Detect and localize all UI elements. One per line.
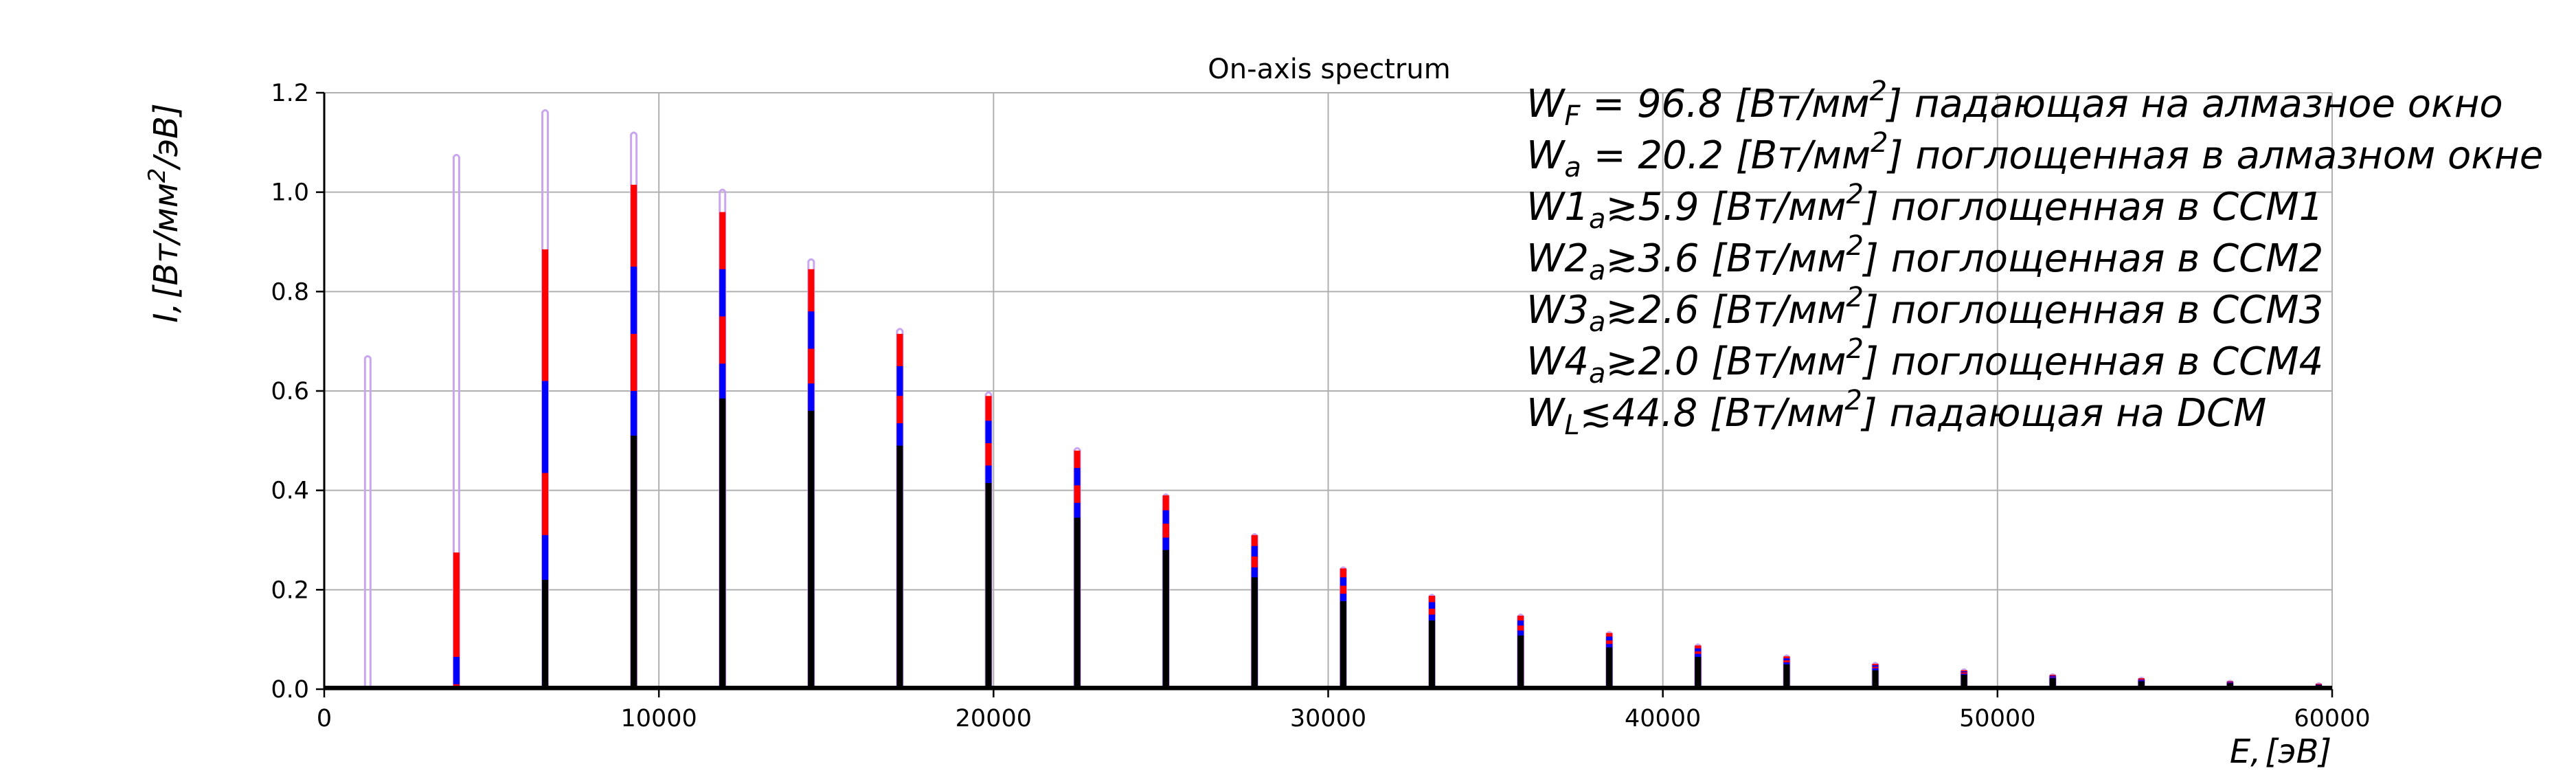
annotation-5-unit-sup: 2 (1846, 333, 1864, 365)
annotation-3-unit: [Вт/мм (1711, 236, 1846, 281)
annotation-6-subscript: L (1564, 410, 1579, 441)
annotation-5-unit-end: ] (1862, 339, 1879, 384)
annotation-1-unit: [Вт/мм (1736, 133, 1871, 178)
annotation-3-unit-end: ] (1862, 236, 1879, 281)
series-0-peak-4 (719, 188, 727, 689)
annotation-4-unit-end: ] (1862, 288, 1879, 333)
annotation-3-description: поглощенная в CCM2 (1879, 236, 2323, 281)
annotation-3-subscript: a (1589, 255, 1606, 287)
annotation-3: W2a≳3.6 [Вт/мм2] поглощенная в CCM2 (1526, 230, 2323, 287)
annotation-6-value: ≲44.8 (1580, 391, 1710, 436)
y-tick-label-1: 0.2 (271, 576, 309, 604)
y-tick-label-5: 1.0 (271, 179, 309, 207)
annotation-3-symbol: W2 (1526, 236, 1589, 281)
series-5 (324, 398, 2332, 690)
x-tick-label-5: 50000 (1959, 705, 2035, 732)
y-axis-label: I, [Вт/мм2/эВ] (144, 103, 185, 322)
x-axis-label-main: E, (2230, 732, 2261, 771)
annotation-4-value: ≳2.6 (1606, 288, 1712, 333)
series-0-peak-2 (541, 109, 550, 689)
x-tick-label-3: 30000 (1290, 705, 1366, 732)
series-0-peak-3 (630, 131, 638, 689)
y-tick-label-3: 0.6 (271, 378, 309, 405)
series-0-peak-6 (896, 328, 904, 689)
annotations: WF = 96.8 [Вт/мм2] падающая на алмазное … (1526, 76, 2543, 441)
y-tick-label-6: 1.2 (271, 80, 309, 107)
annotation-0-unit-end: ] (1885, 82, 1902, 126)
annotation-4-unit: [Вт/мм (1711, 288, 1846, 333)
annotation-4-description: поглощенная в CCM3 (1879, 288, 2323, 333)
annotation-5-subscript: a (1589, 358, 1606, 390)
y-tick-label-4: 0.8 (271, 278, 309, 306)
annotation-1-subscript: a (1564, 152, 1581, 183)
annotation-0-value: = 96.8 (1580, 82, 1735, 126)
annotation-6-symbol: W (1526, 391, 1566, 436)
series-0-peak-1 (452, 153, 460, 689)
annotation-1-value: = 20.2 (1581, 133, 1736, 178)
annotation-1-description: поглощенная в алмазном окне (1903, 133, 2543, 178)
annotation-1-unit-sup: 2 (1871, 127, 1888, 159)
annotation-5-symbol: W4 (1526, 339, 1589, 384)
annotation-3-value: ≳3.6 (1606, 236, 1712, 281)
annotation-6-description: падающая на DCM (1877, 391, 2267, 436)
annotation-4-subscript: a (1589, 306, 1606, 338)
annotation-6-unit-sup: 2 (1844, 385, 1862, 416)
annotation-0-unit-sup: 2 (1870, 76, 1887, 107)
annotation-4-unit-sup: 2 (1846, 282, 1864, 313)
annotation-1-symbol: W (1526, 133, 1566, 178)
annotation-0-unit: [Вт/мм (1735, 82, 1869, 126)
annotation-4-symbol: W3 (1526, 288, 1589, 333)
annotation-6: WL≲44.8 [Вт/мм2] падающая на DCM (1526, 385, 2266, 441)
annotation-0-subscript: F (1564, 100, 1581, 132)
series-0-peak-5 (807, 258, 815, 689)
annotation-2-value: ≳5.9 (1606, 185, 1712, 229)
x-tick-label-0: 0 (317, 705, 332, 732)
y-tick-label-0: 0.0 (271, 676, 309, 704)
annotation-3-unit-sup: 2 (1846, 230, 1864, 262)
annotation-2-description: поглощенная в CCM1 (1879, 185, 2323, 229)
series-0-peak-0 (363, 355, 372, 689)
annotation-0-symbol: W (1526, 82, 1566, 126)
x-axis-label-unit: [эВ] (2265, 732, 2331, 771)
y-axis-label-unit-sup: 2 (144, 168, 171, 183)
annotation-0: WF = 96.8 [Вт/мм2] падающая на алмазное … (1526, 76, 2503, 132)
annotation-2-unit-end: ] (1862, 185, 1879, 229)
grid (324, 92, 2333, 690)
y-axis-label-unit-post: /эВ] (147, 103, 185, 170)
annotation-5-unit: [Вт/мм (1711, 339, 1846, 384)
x-tick-label-2: 20000 (956, 705, 1032, 732)
annotation-4: W3a≳2.6 [Вт/мм2] поглощенная в CCM3 (1526, 282, 2323, 338)
chart-title: On-axis spectrum (1208, 54, 1450, 85)
y-tick-label-2: 0.4 (271, 478, 309, 505)
series-0-peak-7 (984, 391, 993, 689)
annotation-6-unit: [Вт/мм (1710, 391, 1844, 436)
spectrum-lines (324, 109, 2332, 690)
series-0-peak-8 (1073, 447, 1081, 689)
annotation-6-unit-end: ] (1860, 391, 1877, 436)
annotation-2-unit-sup: 2 (1846, 179, 1864, 210)
x-tick-label-1: 10000 (620, 705, 697, 732)
annotation-2-subscript: a (1589, 203, 1606, 235)
annotation-5-value: ≳2.0 (1606, 339, 1712, 384)
y-axis-label-main: I, (147, 302, 185, 322)
tick-labels: 0 10000 20000 30000 40000 50000 60000 0.0 0.2 0.4… (271, 80, 2370, 732)
annotation-0-description: падающая на алмазное окно (1902, 82, 2503, 126)
annotation-2: W1a≳5.9 [Вт/мм2] поглощенная в CCM1 (1526, 179, 2323, 235)
y-axis-label-unit-pre: [Вт/мм (147, 183, 185, 298)
annotation-2-symbol: W1 (1526, 185, 1589, 229)
x-tick-label-6: 60000 (2294, 705, 2370, 732)
annotation-1: Wa = 20.2 [Вт/мм2] поглощенная в алмазно… (1526, 127, 2543, 183)
x-tick-label-4: 40000 (1625, 705, 1701, 732)
x-axis-label: E, [эВ] (2230, 732, 2331, 771)
annotation-1-unit-end: ] (1886, 133, 1903, 178)
annotation-5-description: поглощенная в CCM4 (1879, 339, 2323, 384)
annotation-2-unit: [Вт/мм (1711, 185, 1846, 229)
annotation-5: W4a≳2.0 [Вт/мм2] поглощенная в CCM4 (1526, 333, 2323, 390)
